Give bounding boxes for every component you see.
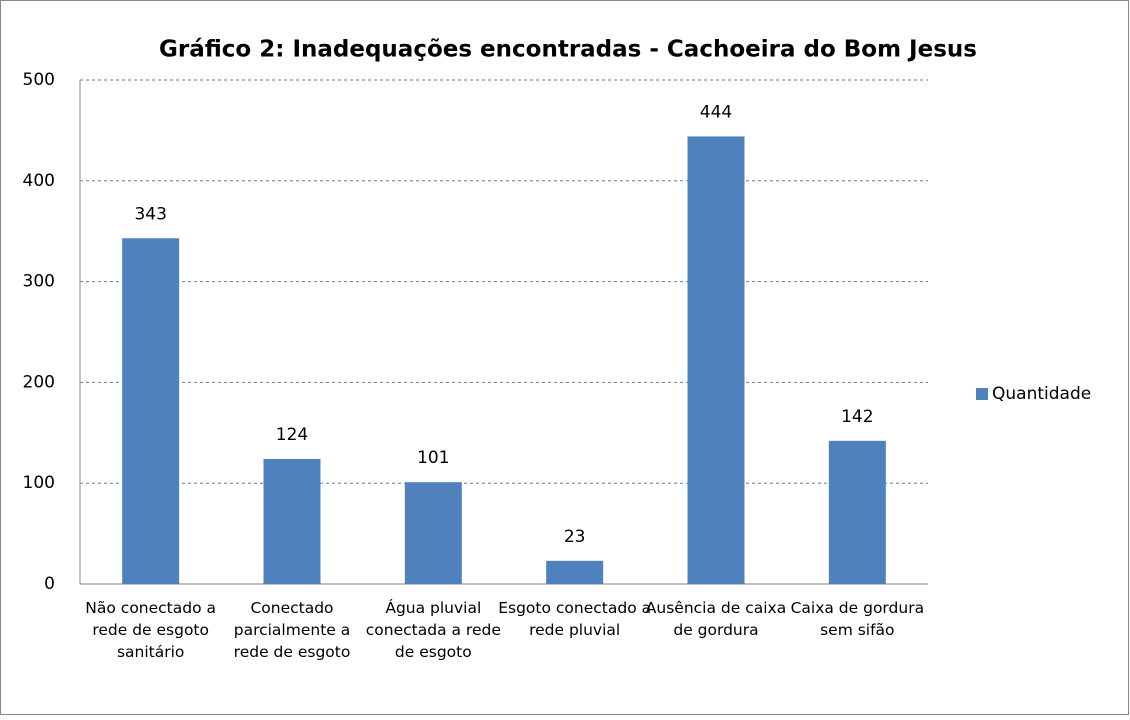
- y-tick-label: 500: [23, 70, 55, 90]
- data-label: 124: [276, 425, 308, 445]
- x-tick-label-box: Conectado parcialmente a rede de esgoto: [233, 599, 351, 661]
- legend-label: Quantidade: [992, 384, 1091, 404]
- legend-swatch: [976, 388, 988, 400]
- y-tick-label: 300: [23, 272, 55, 292]
- y-tick-label: 200: [23, 372, 55, 392]
- x-tick-label: Ausência de caixa de gordura: [645, 599, 787, 639]
- data-label: 101: [417, 448, 449, 468]
- y-tick-label: 100: [23, 473, 55, 493]
- x-tick-label: Caixa de gordura sem sifão: [790, 599, 925, 639]
- bar: [404, 482, 462, 584]
- y-tick-label: 400: [23, 171, 55, 191]
- y-tick-label: 0: [44, 574, 55, 594]
- x-tick-label-box: Água pluvial conectada a rede de esgoto: [365, 599, 501, 661]
- data-label: 23: [564, 527, 586, 547]
- bar: [687, 136, 745, 584]
- data-label: 444: [700, 102, 732, 122]
- bar: [546, 560, 604, 584]
- x-tick-label-box: Não conectado a rede de esgoto sanitário: [85, 599, 217, 661]
- x-tick-label-box: Ausência de caixa de gordura: [645, 599, 787, 639]
- data-label: 142: [841, 407, 873, 427]
- bar: [263, 459, 321, 584]
- data-label: 343: [134, 204, 166, 224]
- x-tick-label: Esgoto conectado a rede pluvial: [498, 599, 652, 639]
- x-tick-label: Conectado parcialmente a rede de esgoto: [233, 599, 351, 661]
- x-tick-label: Água pluvial conectada a rede de esgoto: [365, 599, 501, 661]
- x-tick-label: Não conectado a rede de esgoto sanitário: [85, 599, 217, 661]
- bar: [122, 238, 180, 585]
- chart-title: Gráfico 2: Inadequações encontradas - Ca…: [159, 37, 977, 63]
- bar: [828, 440, 886, 584]
- x-tick-label-box: Esgoto conectado a rede pluvial: [498, 599, 652, 639]
- x-tick-label-box: Caixa de gordura sem sifão: [790, 599, 925, 639]
